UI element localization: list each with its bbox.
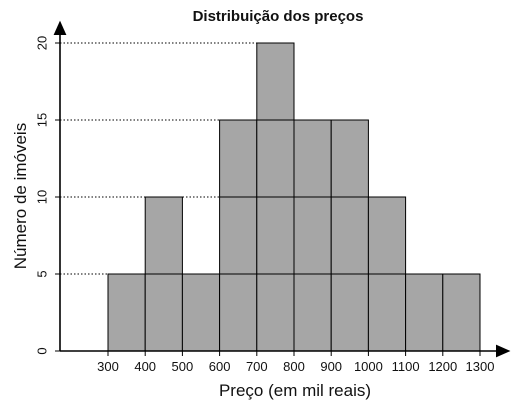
histogram-bar-7 [330,119,369,352]
y-tick-label: 0 [34,347,49,354]
x-tick-label: 900 [320,359,342,374]
x-axis-label: Preço (em mil reais) [218,381,372,400]
chart-title: Distribuição dos preços [192,8,364,25]
x-tick-label: 500 [172,359,194,374]
histogram-bar-4 [219,119,258,352]
histogram-bar-10 [442,273,481,352]
x-tick-label: 700 [246,359,268,374]
x-tick-label: 800 [283,359,305,374]
x-tick-label: 300 [97,359,119,374]
histogram-bar-3 [181,273,221,352]
x-tick-label: 1200 [428,359,457,374]
y-tick-label: 10 [34,190,49,204]
histogram-bar-9 [405,273,444,352]
y-tick-label: 15 [34,113,49,127]
x-tick-label: 1000 [354,359,383,374]
x-tick-label: 400 [134,359,156,374]
histogram-bar-1 [107,273,146,352]
y-tick-label: 5 [34,270,49,277]
histogram-bar-6 [293,119,332,352]
x-tick-label: 600 [209,359,231,374]
x-tick-label: 1300 [466,359,495,374]
x-tick-label: 1100 [392,359,420,374]
y-tick-label: 20 [34,36,49,50]
y-axis-label: Número de imóveis [11,122,30,270]
